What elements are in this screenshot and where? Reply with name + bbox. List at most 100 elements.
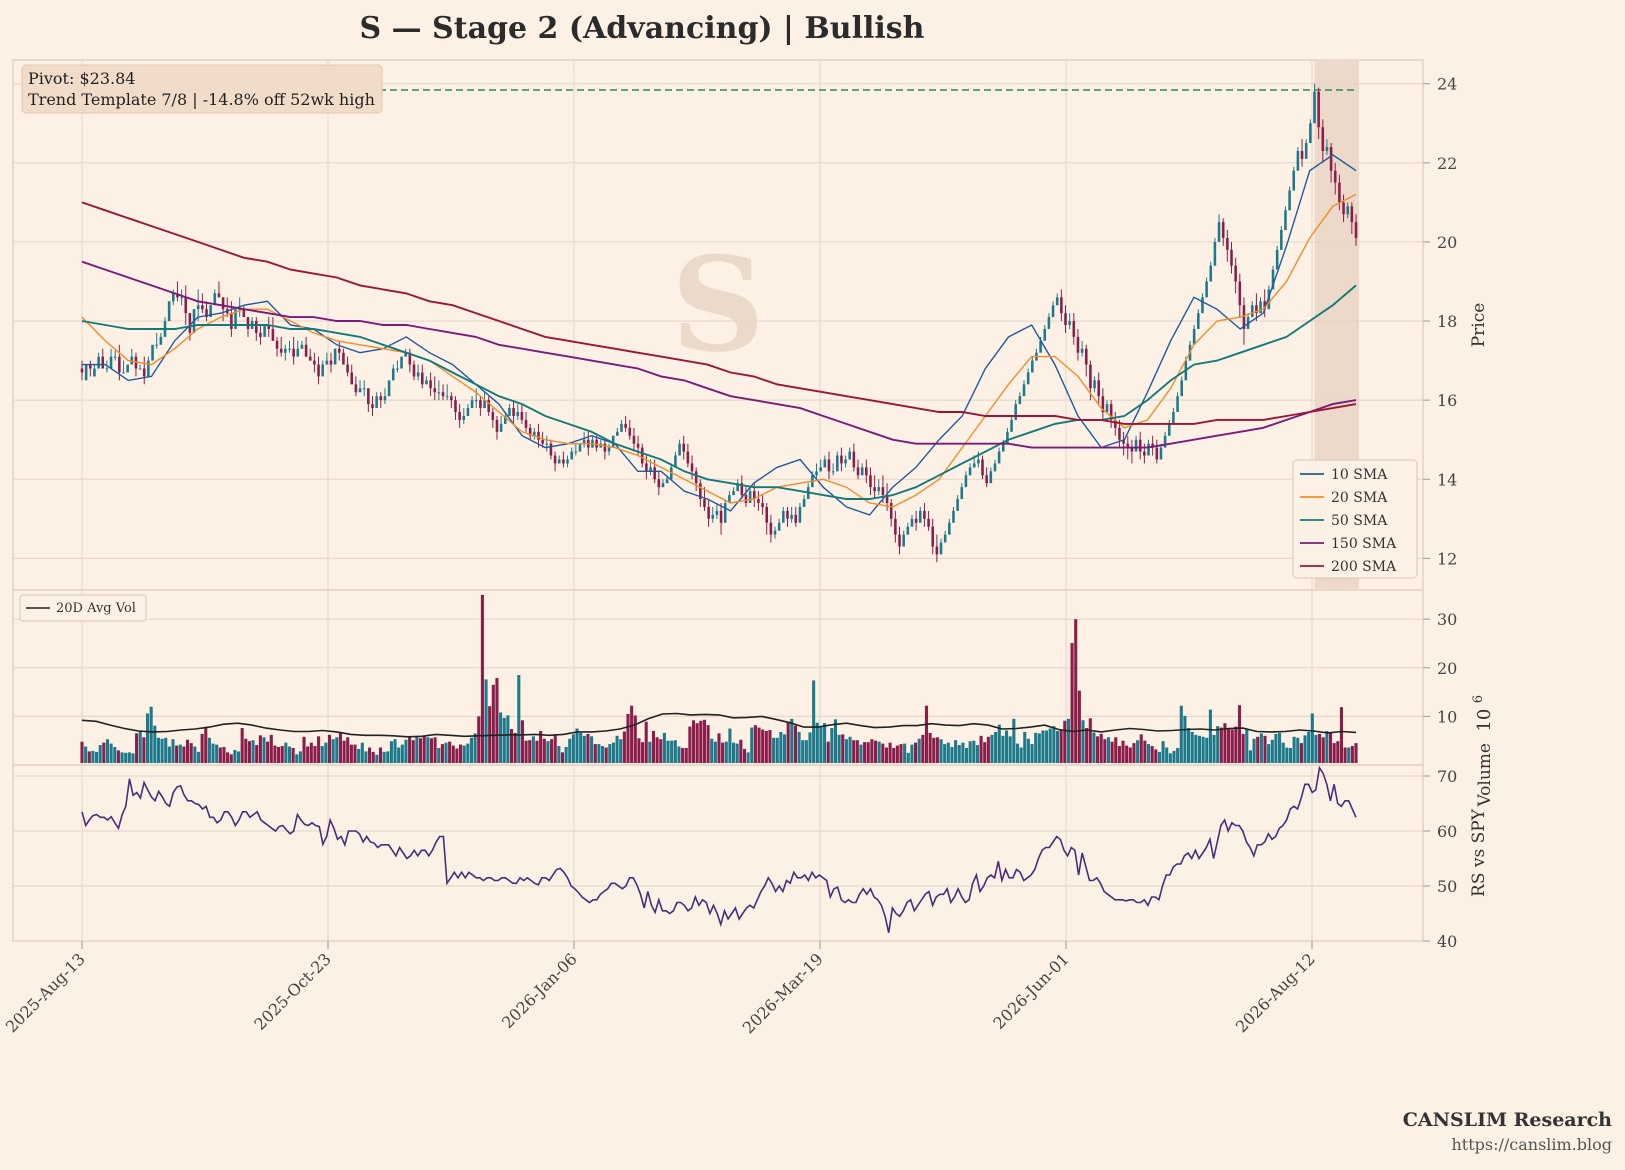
candle-body bbox=[852, 451, 856, 468]
candle-body bbox=[263, 325, 266, 337]
volume-bar bbox=[659, 739, 663, 763]
volume-bar bbox=[611, 742, 615, 763]
volume-bar bbox=[87, 751, 91, 763]
candle-body bbox=[255, 321, 258, 333]
candle-body bbox=[1010, 419, 1013, 432]
candle-body bbox=[748, 491, 752, 503]
rs-y-tick-label: 40 bbox=[1437, 932, 1457, 951]
candle-body bbox=[342, 352, 345, 365]
volume-bar bbox=[539, 730, 543, 763]
candle-body bbox=[703, 499, 706, 507]
volume-bar bbox=[524, 740, 528, 763]
volume-bar bbox=[287, 746, 292, 763]
candle-body bbox=[230, 313, 233, 329]
volume-bar bbox=[859, 744, 863, 763]
candle-body bbox=[777, 522, 781, 531]
volume-bar bbox=[1288, 747, 1293, 763]
candle-body bbox=[927, 518, 930, 527]
volume-bar bbox=[1248, 750, 1252, 763]
volume-bar bbox=[1354, 743, 1358, 763]
volume-bar bbox=[382, 751, 386, 763]
volume-bar bbox=[761, 729, 765, 763]
candle-body bbox=[935, 546, 939, 555]
volume-bar bbox=[135, 733, 139, 763]
volume-y-ticks: 10 20 30 bbox=[1423, 610, 1457, 726]
volume-bar bbox=[95, 751, 99, 763]
volume-bar bbox=[684, 747, 688, 763]
volume-bar bbox=[662, 732, 666, 763]
candle-body bbox=[603, 443, 607, 452]
candle-body bbox=[528, 427, 532, 436]
volume-bar bbox=[531, 736, 535, 763]
svg-text:Volume 10 6: Volume 10 6 bbox=[1471, 695, 1495, 808]
volume-bar bbox=[491, 684, 495, 763]
volume-bar bbox=[1172, 750, 1176, 763]
candle-body bbox=[537, 431, 540, 440]
candle-body bbox=[620, 423, 623, 432]
volume-bar bbox=[633, 715, 637, 763]
candle-body bbox=[155, 344, 158, 346]
volume-bar bbox=[160, 738, 164, 763]
volume-bar bbox=[1343, 747, 1347, 763]
volume-bar bbox=[91, 750, 95, 763]
candle-body bbox=[1060, 297, 1063, 314]
price-y-ticks: 12 14 16 18 20 22 24 bbox=[1423, 75, 1457, 568]
trend-template-label: Trend Template 7/8 | -14.8% off 52wk hig… bbox=[28, 90, 375, 109]
avg-vol-legend: 20D Avg Vol bbox=[19, 594, 147, 622]
volume-bar bbox=[1241, 733, 1245, 763]
candle-body bbox=[1296, 150, 1300, 171]
candle-body bbox=[479, 400, 482, 409]
volume-bar bbox=[400, 744, 404, 763]
volume-bar bbox=[1281, 742, 1285, 763]
volume-bar bbox=[113, 747, 117, 763]
volume-bar bbox=[437, 747, 441, 763]
candle-body bbox=[109, 356, 113, 369]
candle-body bbox=[649, 467, 652, 472]
volume-bar bbox=[928, 732, 932, 763]
candle-body bbox=[1084, 348, 1088, 365]
candle-body bbox=[628, 427, 632, 436]
volume-bar bbox=[1321, 737, 1325, 763]
volume-bar bbox=[451, 745, 455, 763]
volume-bar bbox=[677, 746, 681, 763]
candle-body bbox=[549, 443, 553, 456]
volume-bar bbox=[968, 741, 972, 763]
candle-body bbox=[1138, 439, 1142, 452]
volume-bar bbox=[830, 728, 834, 763]
volume-bar bbox=[411, 740, 415, 763]
sma-legend-label: 10 SMA bbox=[1331, 467, 1388, 483]
volume-bar bbox=[466, 743, 470, 763]
candle-body bbox=[977, 459, 980, 464]
candle-body bbox=[221, 297, 225, 310]
candle-body bbox=[1217, 222, 1221, 242]
volume-bar bbox=[615, 735, 619, 763]
candle-body bbox=[1080, 348, 1084, 353]
candle-body bbox=[454, 400, 457, 413]
volume-bar bbox=[604, 747, 608, 763]
volume-bar bbox=[914, 742, 918, 763]
volume-bar bbox=[593, 744, 597, 763]
candle-body bbox=[595, 439, 598, 448]
candle-body bbox=[205, 309, 208, 318]
candle-body bbox=[869, 475, 872, 488]
candle-body bbox=[1051, 305, 1055, 318]
candle-body bbox=[300, 344, 304, 349]
volume-bar bbox=[844, 739, 848, 763]
volume-bar bbox=[418, 738, 423, 763]
avg-volume-line bbox=[81, 712, 1357, 738]
volume-bar bbox=[823, 723, 827, 763]
volume-bar bbox=[1052, 726, 1056, 763]
volume-bar bbox=[1347, 747, 1351, 763]
candle-body bbox=[1288, 190, 1291, 211]
candle-body bbox=[1076, 336, 1080, 353]
ticker-watermark: S bbox=[671, 228, 765, 381]
volume-bar bbox=[1183, 715, 1187, 763]
candle-body bbox=[923, 510, 926, 519]
volume-bar bbox=[156, 737, 160, 763]
volume-bar bbox=[167, 746, 171, 763]
candle-body bbox=[429, 380, 432, 389]
volume-bar bbox=[1132, 743, 1136, 763]
candle-body bbox=[142, 368, 146, 377]
volume-bar bbox=[236, 751, 241, 763]
volume-bar bbox=[706, 725, 710, 763]
